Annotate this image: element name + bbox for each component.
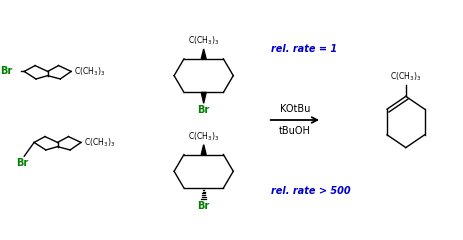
Polygon shape (201, 92, 206, 103)
Text: C(CH$_3$)$_3$: C(CH$_3$)$_3$ (84, 136, 115, 149)
Text: Br: Br (197, 201, 209, 211)
Text: Br: Br (0, 66, 13, 76)
Text: tBuOH: tBuOH (278, 126, 310, 136)
Text: C(CH$_3$)$_3$: C(CH$_3$)$_3$ (389, 70, 420, 83)
Text: C(CH$_3$)$_3$: C(CH$_3$)$_3$ (74, 65, 105, 78)
Text: Br: Br (197, 105, 209, 115)
Text: rel. rate > 500: rel. rate > 500 (270, 186, 350, 196)
Text: Br: Br (16, 158, 28, 168)
Text: KOtBu: KOtBu (279, 104, 309, 114)
Polygon shape (201, 145, 206, 155)
Polygon shape (201, 49, 206, 59)
Text: C(CH$_3$)$_3$: C(CH$_3$)$_3$ (188, 130, 219, 143)
Text: rel. rate = 1: rel. rate = 1 (270, 44, 336, 54)
Text: C(CH$_3$)$_3$: C(CH$_3$)$_3$ (188, 35, 219, 47)
